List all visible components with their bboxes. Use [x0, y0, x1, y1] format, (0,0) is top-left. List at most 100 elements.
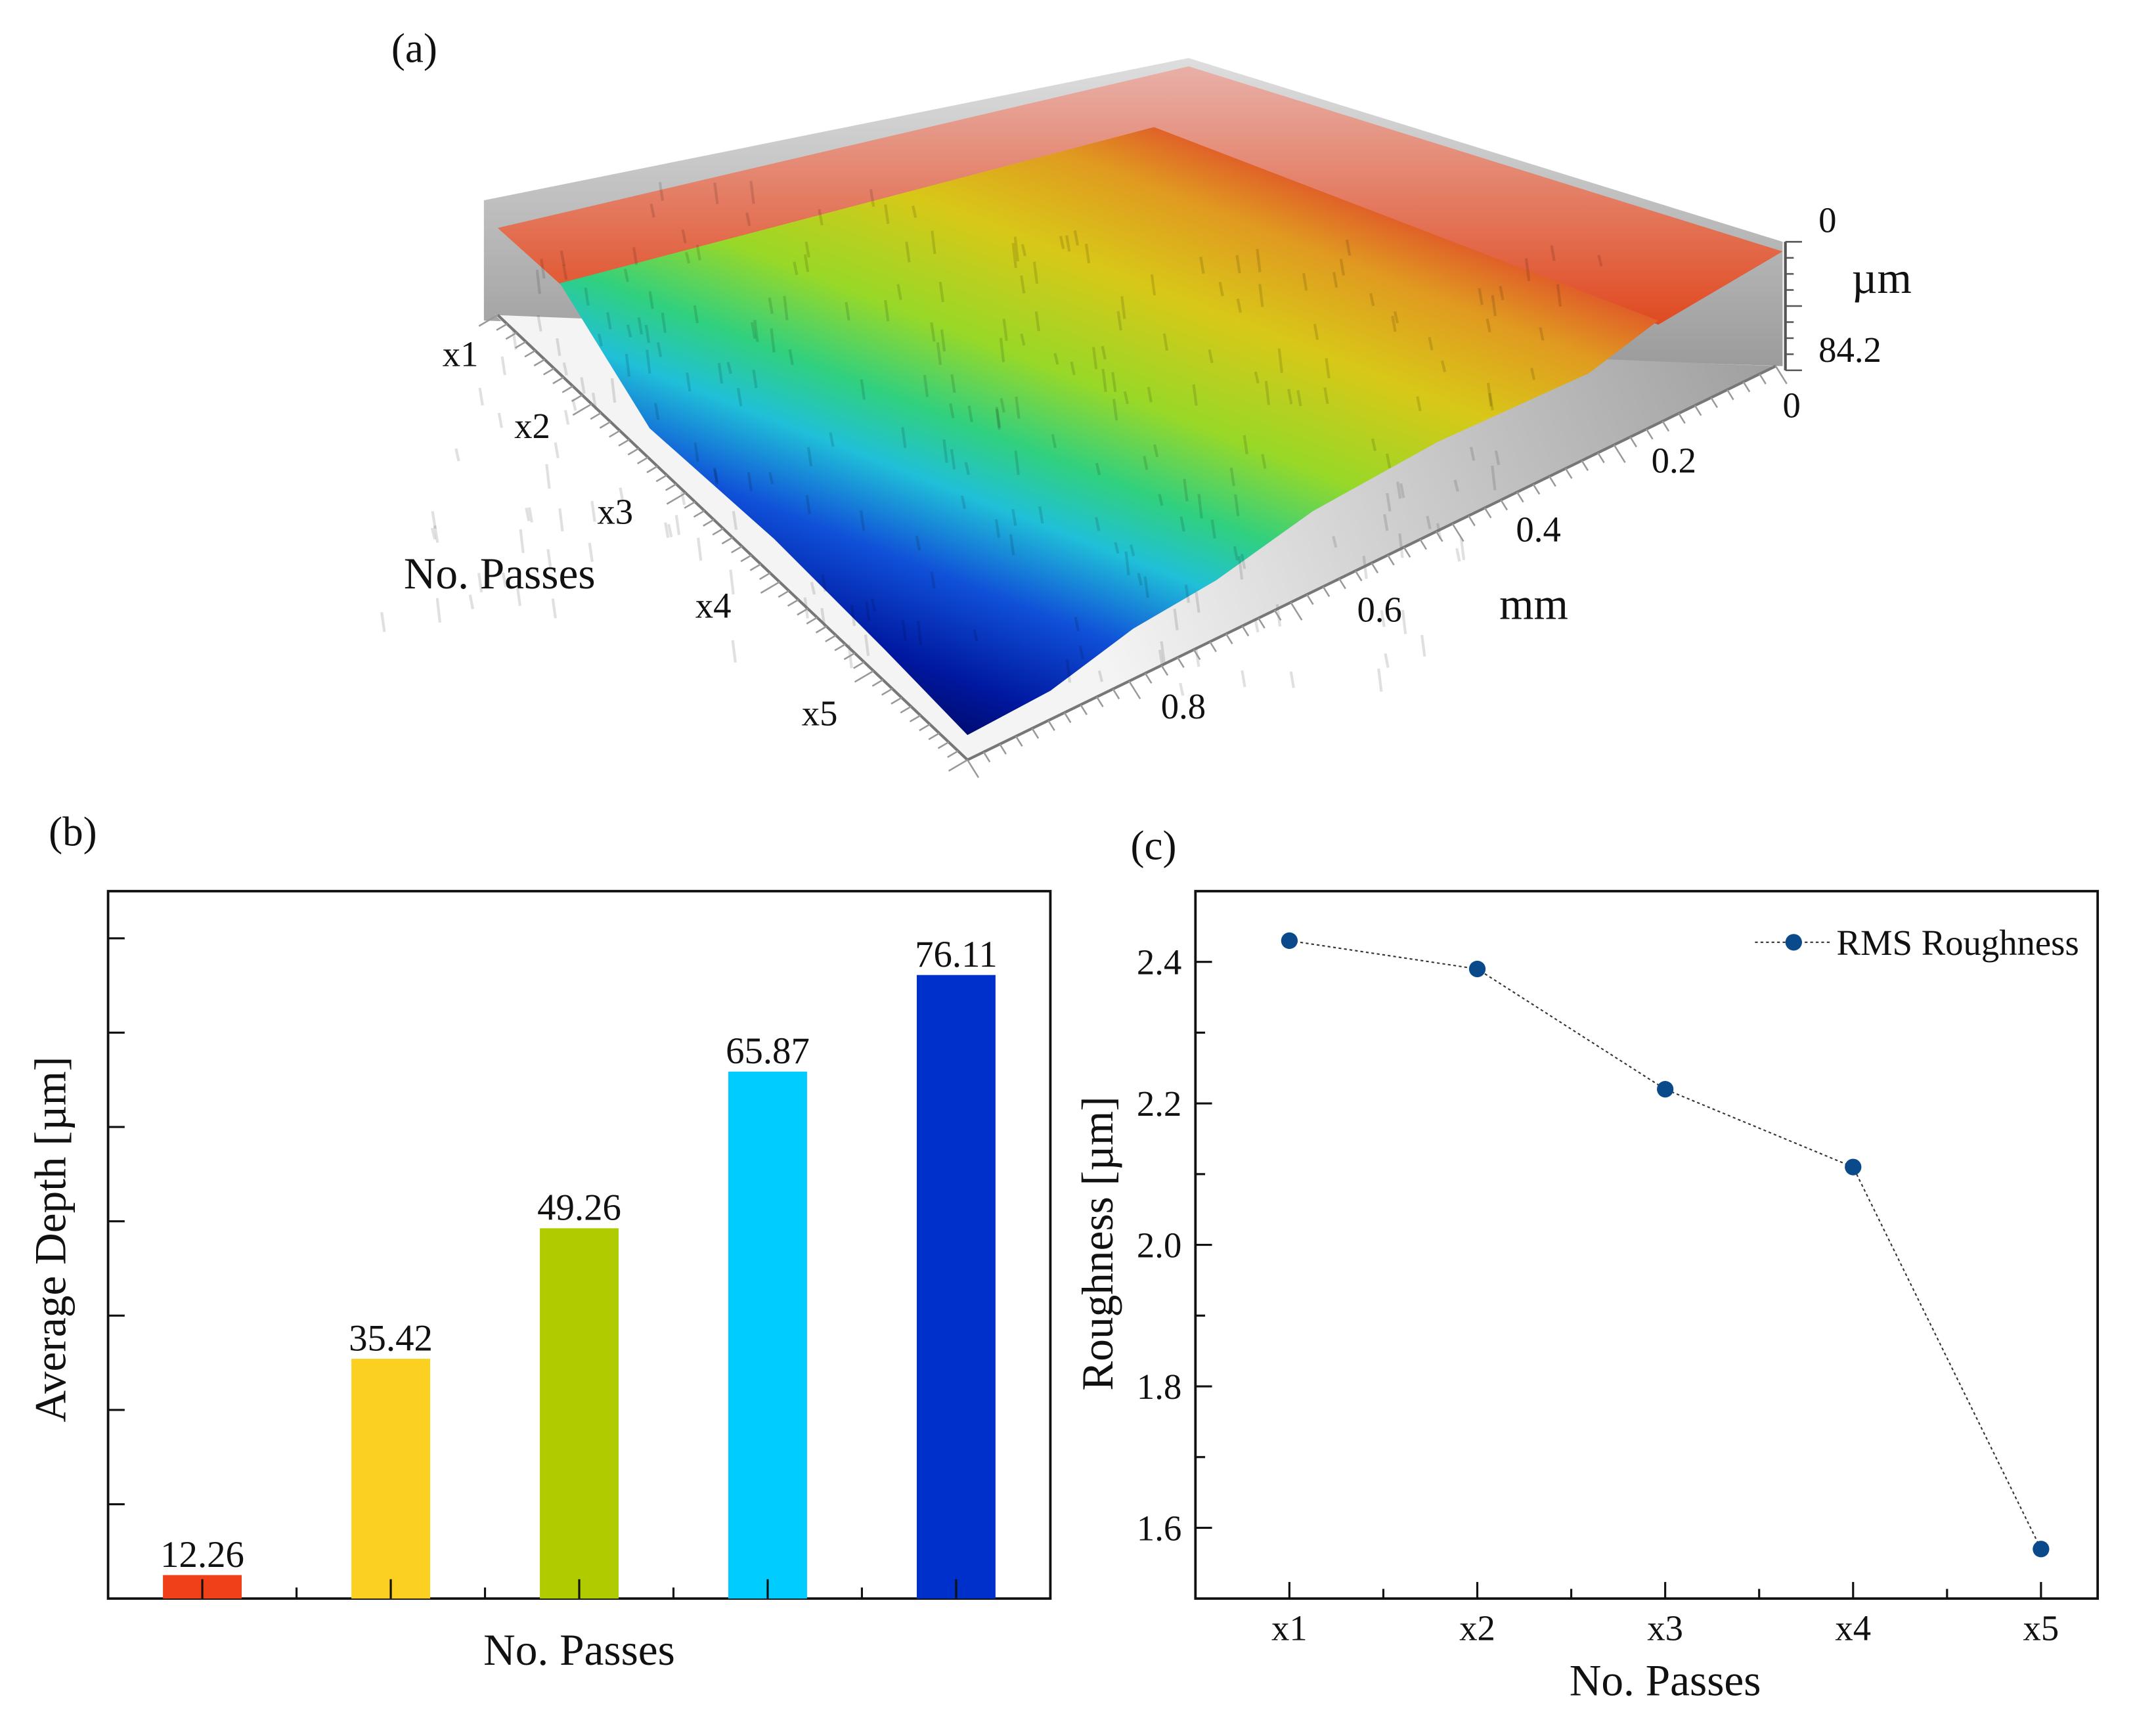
surface-texture-streak — [896, 284, 902, 300]
surface-texture-streak — [519, 529, 525, 554]
surface-texture-streak — [1162, 333, 1169, 351]
surface-texture-streak — [1313, 324, 1319, 340]
mm-axis-tick — [1354, 570, 1363, 582]
surface-texture-streak — [1240, 554, 1246, 569]
surface-texture-streak — [726, 361, 732, 374]
mm-axis-tick — [1661, 420, 1670, 432]
surface-texture-streak — [1426, 516, 1432, 530]
surface-texture-streak — [1287, 389, 1293, 405]
mm-axis-tick — [1322, 586, 1331, 598]
mm-axis-tick — [1241, 625, 1250, 637]
surface-texture-streak — [558, 508, 564, 532]
passes-axis-tick — [590, 412, 602, 420]
surface-texture-streak — [1236, 298, 1243, 313]
surface-texture-streak — [829, 432, 835, 447]
line-chart-panel: (c) 1.6 1.8 2.0 2.2 2.4 x1 x2 x3 x4 x5 No. Passes… — [1073, 823, 2100, 1705]
mm-axis-tick — [1128, 680, 1141, 699]
passes-axis-tick — [948, 759, 968, 772]
passes-axis-tick — [778, 590, 790, 598]
surface-texture-streak — [646, 349, 651, 374]
passes-axis-tick — [928, 732, 940, 741]
surface-texture-streak — [380, 611, 386, 632]
data-point-x4 — [1845, 1158, 1862, 1176]
passes-axis-tick — [505, 332, 517, 340]
mm-axis-tick — [1290, 602, 1303, 621]
surface-texture-streak — [803, 253, 810, 273]
surface-texture-streak — [1258, 284, 1264, 307]
surface-texture-streak — [1440, 360, 1447, 373]
surface-texture-streak — [1401, 609, 1407, 634]
passes-axis-tick — [797, 607, 808, 616]
mm-axis-tick — [1435, 531, 1443, 542]
surface-texture-streak — [1101, 368, 1107, 392]
bar-data-label: 12.26 — [160, 1534, 244, 1575]
surface-texture-streak — [1078, 645, 1084, 660]
mm-axis-label: mm — [1499, 580, 1568, 629]
mm-axis-tick — [1387, 554, 1395, 566]
bar-x-axis-label: No. Passes — [483, 1625, 675, 1675]
surface-texture-streak — [563, 410, 570, 425]
surface-texture-streak — [960, 495, 967, 510]
surface-texture-streak — [527, 507, 534, 523]
surface-texture-streak — [1428, 336, 1434, 351]
panel-label-a: (a) — [391, 26, 437, 72]
surface-texture-streak — [537, 315, 542, 332]
bar-chart-panel: (b) 12.26 35.42 49.26 65.87 76.11 No. Passes… — [26, 809, 1052, 1675]
surface-texture-streak — [1550, 245, 1556, 261]
surface-texture-streak — [1453, 479, 1459, 492]
x-tick-label: x3 — [1647, 1608, 1683, 1648]
surface-texture-streak — [1234, 494, 1240, 517]
surface-texture-streak — [1416, 396, 1422, 412]
surface-texture-streak — [860, 379, 866, 400]
surface-texture-streak — [973, 629, 979, 642]
bar-marks: 12.26 35.42 49.26 65.87 76.11 — [108, 934, 998, 1599]
surface-texture-streak — [560, 250, 566, 266]
surface-texture-streak — [696, 537, 703, 561]
surface-texture-streak — [1296, 389, 1302, 407]
surface-texture-streak — [950, 449, 956, 470]
passes-axis-tick — [834, 643, 846, 651]
passes-axis-tick — [909, 715, 921, 722]
passes-axis-tick — [815, 625, 827, 634]
surface-texture-streak — [1478, 288, 1484, 305]
surface-texture-streak — [884, 299, 890, 322]
mm-axis-tick — [1371, 562, 1379, 574]
surface-texture-streak — [1184, 584, 1191, 604]
passes-axis-tick — [478, 314, 498, 327]
surface-texture-streak — [859, 510, 866, 531]
surface-texture-streak — [1377, 668, 1383, 692]
mm-axis-tick — [1047, 720, 1055, 731]
surface-texture-streak — [821, 574, 827, 592]
surface-texture-streak — [1070, 361, 1076, 376]
surface-texture-streak — [1455, 548, 1461, 562]
surface-texture-streak — [1345, 239, 1352, 256]
passes-axis-tick — [666, 492, 686, 505]
passes-axis-tick — [599, 421, 611, 429]
surface-texture-streak — [1289, 671, 1295, 688]
surface-texture-streak — [995, 408, 1001, 428]
surface-texture-streak — [1011, 243, 1017, 269]
passes-axis-tick — [703, 519, 715, 527]
surface-texture-streak — [1332, 272, 1338, 288]
surface-texture-streak — [1158, 493, 1164, 506]
surface-texture-streak — [1469, 447, 1476, 461]
surface-texture-streak — [1380, 609, 1386, 627]
surface-texture-streak — [1485, 318, 1491, 333]
surface-texture-streak — [736, 387, 743, 407]
surface-texture-streak — [1494, 450, 1501, 466]
surface-texture-streak — [1084, 244, 1091, 264]
y-tick-label: 2.4 — [1137, 942, 1181, 982]
y-tick-label: 2.2 — [1137, 1084, 1181, 1124]
mm-axis-tick — [1144, 672, 1153, 684]
panel-label-c: (c) — [1130, 823, 1176, 869]
surface-texture-streak — [850, 604, 856, 627]
surface-texture-streak — [940, 329, 946, 352]
surface-texture-streak — [1256, 248, 1262, 273]
passes-axis-tick — [712, 527, 724, 536]
surface-texture-streak — [729, 569, 735, 595]
surface-texture-streak — [1179, 516, 1185, 532]
surface-texture-streak — [713, 469, 719, 483]
line-x-axis-label: No. Passes — [1570, 1656, 1761, 1705]
surface-texture-streak — [713, 467, 719, 485]
mm-axis-tick — [1774, 365, 1788, 385]
